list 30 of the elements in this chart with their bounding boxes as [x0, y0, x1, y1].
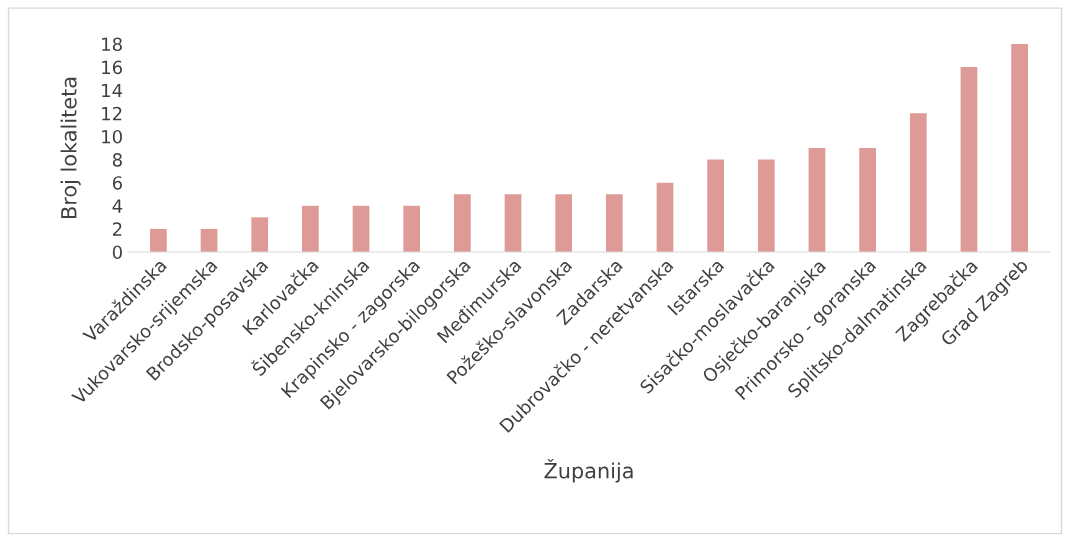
y-tick-label: 6: [112, 176, 122, 190]
bar: [605, 194, 623, 252]
bar: [453, 194, 471, 252]
bar: [403, 205, 421, 252]
bar: [1011, 44, 1028, 252]
bar: [150, 228, 167, 252]
y-tick-label: 8: [112, 153, 122, 167]
bar: [859, 148, 876, 252]
bar: [707, 159, 725, 252]
y-tick-label: 18: [102, 37, 122, 52]
bar: [352, 205, 370, 252]
bar: [302, 205, 319, 252]
y-axis-title: Broj lokaliteta: [60, 77, 81, 218]
y-tick-label: 12: [102, 106, 122, 121]
bar: [251, 217, 269, 252]
bar: [555, 194, 573, 252]
bar: [200, 228, 218, 252]
bar: [909, 113, 927, 252]
bar: [504, 194, 522, 252]
bar: [960, 67, 978, 252]
y-tick-label: 10: [102, 129, 122, 144]
y-tick-label: 2: [112, 222, 122, 236]
bar: [656, 182, 674, 252]
bar: [757, 159, 775, 252]
y-tick-label: 16: [102, 60, 122, 75]
y-tick-label: 0: [112, 245, 122, 260]
bar: [808, 148, 826, 252]
x-axis-title: Županija: [544, 458, 633, 483]
y-tick-label: 14: [102, 83, 123, 98]
y-tick-label: 4: [112, 199, 123, 213]
